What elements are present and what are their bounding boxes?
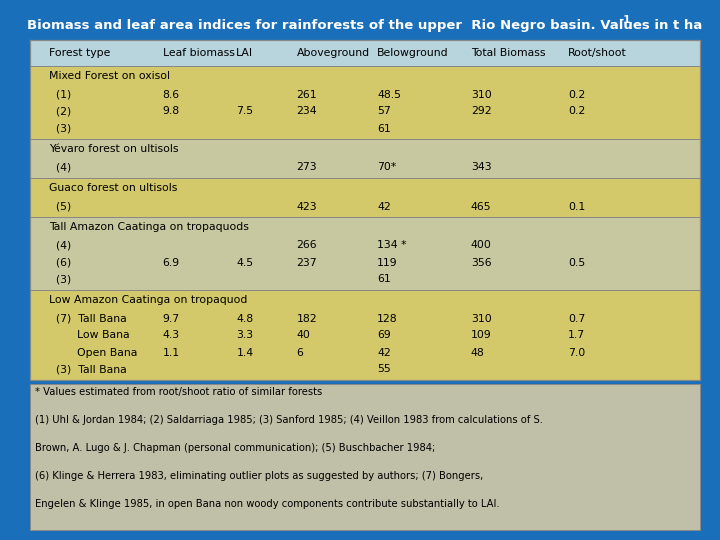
Text: 266: 266	[297, 240, 318, 251]
Bar	[30, 40, 700, 66]
Text: 61: 61	[377, 274, 391, 285]
Text: 1.7: 1.7	[568, 330, 585, 341]
Text: 1.4: 1.4	[236, 348, 253, 357]
Text: Guaco forest on ultisols: Guaco forest on ultisols	[49, 183, 177, 193]
Text: Forest type: Forest type	[49, 48, 110, 58]
Text: 48: 48	[471, 348, 485, 357]
Bar	[30, 217, 700, 290]
Bar	[30, 8, 700, 40]
Text: 400: 400	[471, 240, 492, 251]
Text: * Values estimated from root/shoot ratio of similar forests: * Values estimated from root/shoot ratio…	[35, 387, 323, 397]
Text: 4.5: 4.5	[236, 258, 253, 267]
Text: 9.8: 9.8	[163, 106, 180, 117]
Text: 7.5: 7.5	[236, 106, 253, 117]
Text: 234: 234	[297, 106, 318, 117]
Text: Open Bana: Open Bana	[49, 348, 137, 357]
Text: Belowground: Belowground	[377, 48, 449, 58]
Text: 356: 356	[471, 258, 492, 267]
Text: (5): (5)	[49, 201, 71, 212]
Text: 182: 182	[297, 314, 318, 323]
Text: Low Bana: Low Bana	[49, 330, 130, 341]
Text: 7.0: 7.0	[568, 348, 585, 357]
Text: (1): (1)	[49, 90, 71, 99]
Text: 119: 119	[377, 258, 397, 267]
Text: 0.5: 0.5	[568, 258, 585, 267]
Text: (7)  Tall Bana: (7) Tall Bana	[49, 314, 127, 323]
Text: 0.2: 0.2	[568, 106, 585, 117]
Text: 57: 57	[377, 106, 391, 117]
Text: 128: 128	[377, 314, 397, 323]
Text: 69: 69	[377, 330, 391, 341]
Text: 9.7: 9.7	[163, 314, 180, 323]
Text: 0.7: 0.7	[568, 314, 585, 323]
Text: Leaf biomass: Leaf biomass	[163, 48, 235, 58]
Text: 55: 55	[377, 364, 391, 375]
Text: -1: -1	[620, 15, 631, 25]
Text: Tall Amazon Caatinga on tropaquods: Tall Amazon Caatinga on tropaquods	[49, 222, 248, 232]
Text: LAI: LAI	[236, 48, 253, 58]
Text: (6): (6)	[49, 258, 71, 267]
Text: Low Amazon Caatinga on tropaquod: Low Amazon Caatinga on tropaquod	[49, 295, 247, 305]
Bar	[30, 66, 700, 139]
Text: Biomass and leaf area indices for rainforests of the upper  Rio Negro basin. Val: Biomass and leaf area indices for rainfo…	[27, 18, 703, 31]
Text: 310: 310	[471, 314, 492, 323]
Text: 1.1: 1.1	[163, 348, 180, 357]
Text: Mixed Forest on oxisol: Mixed Forest on oxisol	[49, 71, 170, 81]
Text: 48.5: 48.5	[377, 90, 401, 99]
Text: (1) Uhl & Jordan 1984; (2) Saldarriaga 1985; (3) Sanford 1985; (4) Veillon 1983 : (1) Uhl & Jordan 1984; (2) Saldarriaga 1…	[35, 415, 543, 425]
Text: (3)  Tall Bana: (3) Tall Bana	[49, 364, 127, 375]
Text: 465: 465	[471, 201, 492, 212]
Text: 423: 423	[297, 201, 318, 212]
Bar	[30, 139, 700, 178]
Text: 109: 109	[471, 330, 492, 341]
Bar	[30, 384, 700, 530]
Text: 292: 292	[471, 106, 492, 117]
Text: Aboveground: Aboveground	[297, 48, 370, 58]
Text: 42: 42	[377, 348, 391, 357]
Text: 40: 40	[297, 330, 310, 341]
Text: (4): (4)	[49, 240, 71, 251]
Text: Engelen & Klinge 1985, in open Bana non woody components contribute substantiall: Engelen & Klinge 1985, in open Bana non …	[35, 499, 500, 509]
Bar	[30, 290, 700, 380]
Text: 343: 343	[471, 163, 492, 172]
Text: 310: 310	[471, 90, 492, 99]
Text: Yévaro forest on ultisols: Yévaro forest on ultisols	[49, 144, 179, 154]
Text: Total Biomass: Total Biomass	[471, 48, 545, 58]
Text: 237: 237	[297, 258, 318, 267]
Text: 61: 61	[377, 124, 391, 133]
Text: 261: 261	[297, 90, 318, 99]
Text: 6: 6	[297, 348, 304, 357]
Text: 273: 273	[297, 163, 318, 172]
Text: 6.9: 6.9	[163, 258, 180, 267]
Bar	[30, 178, 700, 217]
Text: Brown, A. Lugo & J. Chapman (personal communication); (5) Buschbacher 1984;: Brown, A. Lugo & J. Chapman (personal co…	[35, 443, 436, 453]
Text: 4.8: 4.8	[236, 314, 253, 323]
Text: 8.6: 8.6	[163, 90, 180, 99]
Text: 0.1: 0.1	[568, 201, 585, 212]
Text: (6) Klinge & Herrera 1983, eliminating outlier plots as suggested by authors; (7: (6) Klinge & Herrera 1983, eliminating o…	[35, 471, 483, 481]
Text: Root/shoot: Root/shoot	[568, 48, 626, 58]
Text: 4.3: 4.3	[163, 330, 180, 341]
Text: 134 *: 134 *	[377, 240, 407, 251]
Text: (4): (4)	[49, 163, 71, 172]
Text: 0.2: 0.2	[568, 90, 585, 99]
Text: 70*: 70*	[377, 163, 396, 172]
Text: 42: 42	[377, 201, 391, 212]
Text: (2): (2)	[49, 106, 71, 117]
Text: (3): (3)	[49, 124, 71, 133]
Text: (3): (3)	[49, 274, 71, 285]
Text: 3.3: 3.3	[236, 330, 253, 341]
